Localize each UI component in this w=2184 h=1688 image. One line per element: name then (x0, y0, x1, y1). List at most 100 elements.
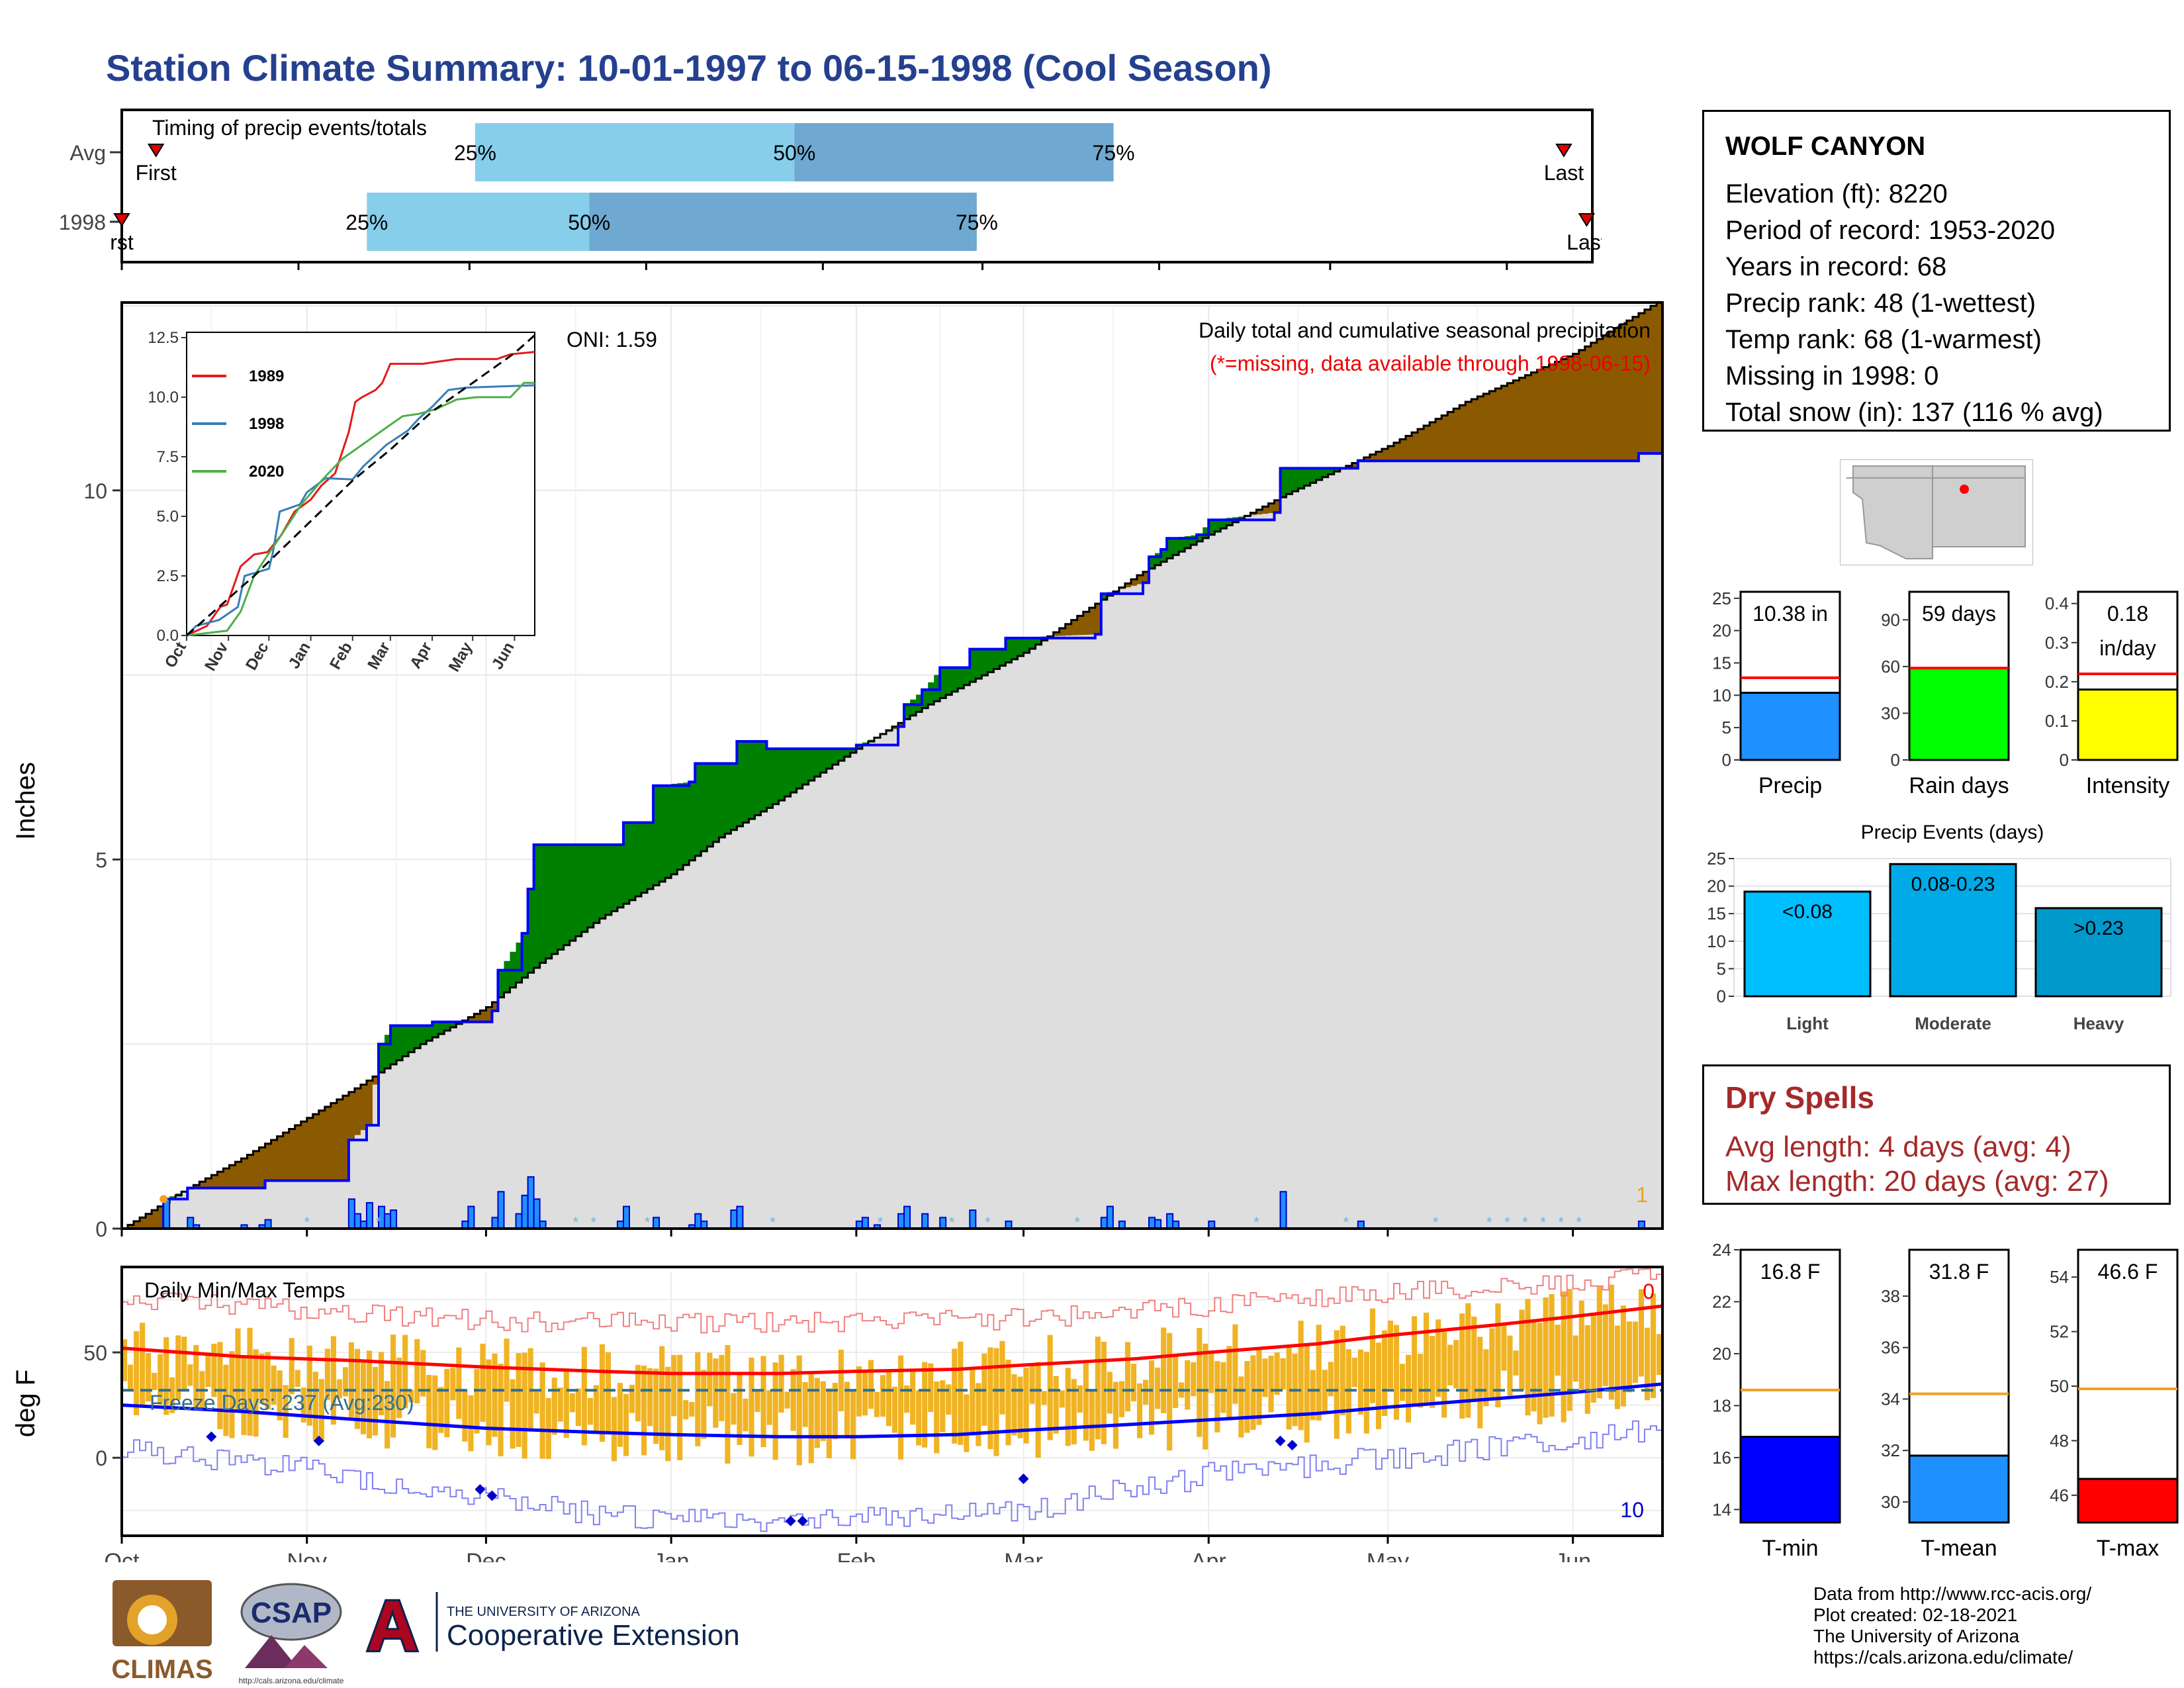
daily-temp-bar (677, 1354, 683, 1460)
below-average-fill (128, 1225, 134, 1229)
trace-marker: * (985, 1214, 991, 1231)
daily-temp-bar (922, 1362, 928, 1448)
below-average-fill (1089, 608, 1096, 635)
stat-y-tick-label: 50 (2050, 1376, 2069, 1396)
daily-temp-bar (1393, 1325, 1400, 1420)
daily-temp-bar (671, 1354, 677, 1417)
footer-org: The University of Arizona (1813, 1626, 2020, 1646)
daily-temp-bar (1005, 1360, 1011, 1446)
stat-y-tick-label: 0 (1891, 750, 1900, 770)
record-max-line (122, 1268, 1662, 1334)
daily-temp-bar (1471, 1316, 1477, 1402)
daily-temp-bar (784, 1391, 790, 1409)
below-average-fill (1071, 620, 1078, 635)
daily-temp-bar (1399, 1364, 1406, 1401)
stat-y-tick-label: 0.4 (2045, 594, 2069, 614)
daily-temp-bar (289, 1338, 295, 1395)
above-average-fill (1191, 535, 1197, 545)
record-low-marker (475, 1483, 486, 1495)
daily-temp-bar (265, 1352, 271, 1410)
above-average-fill (838, 749, 845, 761)
daily-temp-bar (241, 1358, 247, 1435)
above-average-fill (820, 749, 827, 773)
daily-temp-bar (193, 1344, 199, 1411)
inset-x-tick-label: Jun (488, 639, 518, 673)
below-average-fill (235, 1162, 242, 1188)
daily-temp-bar (474, 1369, 480, 1434)
daily-precip-bar (969, 1209, 977, 1229)
daily-temp-bar (229, 1351, 235, 1438)
below-average-fill (1584, 346, 1592, 461)
stat-y-tick-label: 15 (1712, 653, 1731, 673)
daily-precip-bar (1005, 1220, 1013, 1229)
above-average-fill (940, 667, 946, 698)
daily-temp-bar (456, 1347, 462, 1419)
below-average-fill (1537, 369, 1544, 461)
locator-map (1840, 459, 2033, 565)
daily-temp-bar (778, 1354, 784, 1413)
above-average-fill (1203, 527, 1209, 538)
above-average-fill (760, 741, 768, 812)
daily-temp-bar (1590, 1315, 1596, 1403)
daily-temp-bar (1167, 1333, 1173, 1451)
below-average-fill (1435, 418, 1442, 461)
above-average-fill (844, 749, 851, 757)
daily-precip-bar (515, 1213, 523, 1229)
daily-temp-bar (808, 1371, 814, 1464)
daily-temp-bar (970, 1370, 976, 1436)
daily-precip-bar (497, 1191, 505, 1229)
timing-first-label: rst (110, 230, 134, 254)
daily-temp-bar (1280, 1358, 1286, 1390)
timing-title: Timing of precip events/totals (152, 116, 427, 140)
above-average-fill (796, 749, 803, 789)
stat-y-tick-label: 36 (1881, 1338, 1900, 1358)
above-average-fill (629, 822, 636, 900)
below-average-fill (1447, 412, 1454, 461)
daily-temp-bar (1244, 1361, 1250, 1433)
above-average-fill (1005, 637, 1013, 663)
daily-temp-bar (707, 1352, 713, 1407)
daily-temp-bar (1017, 1376, 1023, 1438)
record-low-marker (1287, 1440, 1298, 1451)
daily-precip-bar (1154, 1219, 1162, 1229)
below-average-fill (1543, 367, 1550, 461)
below-average-fill (1351, 463, 1359, 469)
above-average-fill (1220, 518, 1227, 529)
stat-category-label: T-min (1762, 1536, 1819, 1561)
daily-temp-bar (1626, 1321, 1632, 1393)
stat-y-tick-label: 30 (1881, 703, 1900, 723)
daily-temp-bar (1226, 1346, 1232, 1419)
daily-temp-bar (832, 1382, 838, 1440)
stat-y-tick-label: 18 (1712, 1395, 1731, 1415)
inset-x-tick-label: Nov (201, 639, 232, 674)
daily-temp-bar (253, 1349, 259, 1437)
daily-temp-bar (360, 1361, 367, 1434)
above-average-fill (1035, 636, 1042, 645)
below-average-fill (372, 1076, 379, 1085)
inset-x-tick-label: May (445, 639, 477, 675)
above-average-fill (1226, 518, 1233, 526)
daily-temp-bar (510, 1379, 516, 1449)
daily-precip-bar (1106, 1205, 1114, 1229)
daily-temp-bar (175, 1335, 181, 1400)
month-tick-label: Apr (1191, 1549, 1226, 1562)
daily-temp-bar (862, 1370, 868, 1416)
timing-q75-label: 75% (1093, 141, 1135, 165)
above-average-fill (743, 741, 750, 823)
above-average-fill (754, 741, 762, 816)
daily-temp-bar (235, 1328, 241, 1413)
daily-temp-bar (1406, 1354, 1412, 1423)
daily-temp-bar (1089, 1390, 1095, 1451)
below-average-fill (199, 1182, 206, 1188)
below-average-fill (1387, 445, 1394, 461)
stat-y-tick-label: 0 (2060, 750, 2069, 770)
timing-first-label: First (136, 161, 177, 185)
daily-temp-bar (1155, 1367, 1161, 1409)
below-average-fill (1638, 313, 1645, 454)
below-average-fill (1501, 385, 1508, 461)
stat-value-label: 31.8 F (1929, 1260, 1989, 1284)
above-average-fill (1029, 637, 1036, 649)
daily-temp-bar (904, 1385, 910, 1413)
timing-frame (120, 109, 1594, 263)
below-average-fill (1602, 335, 1610, 461)
